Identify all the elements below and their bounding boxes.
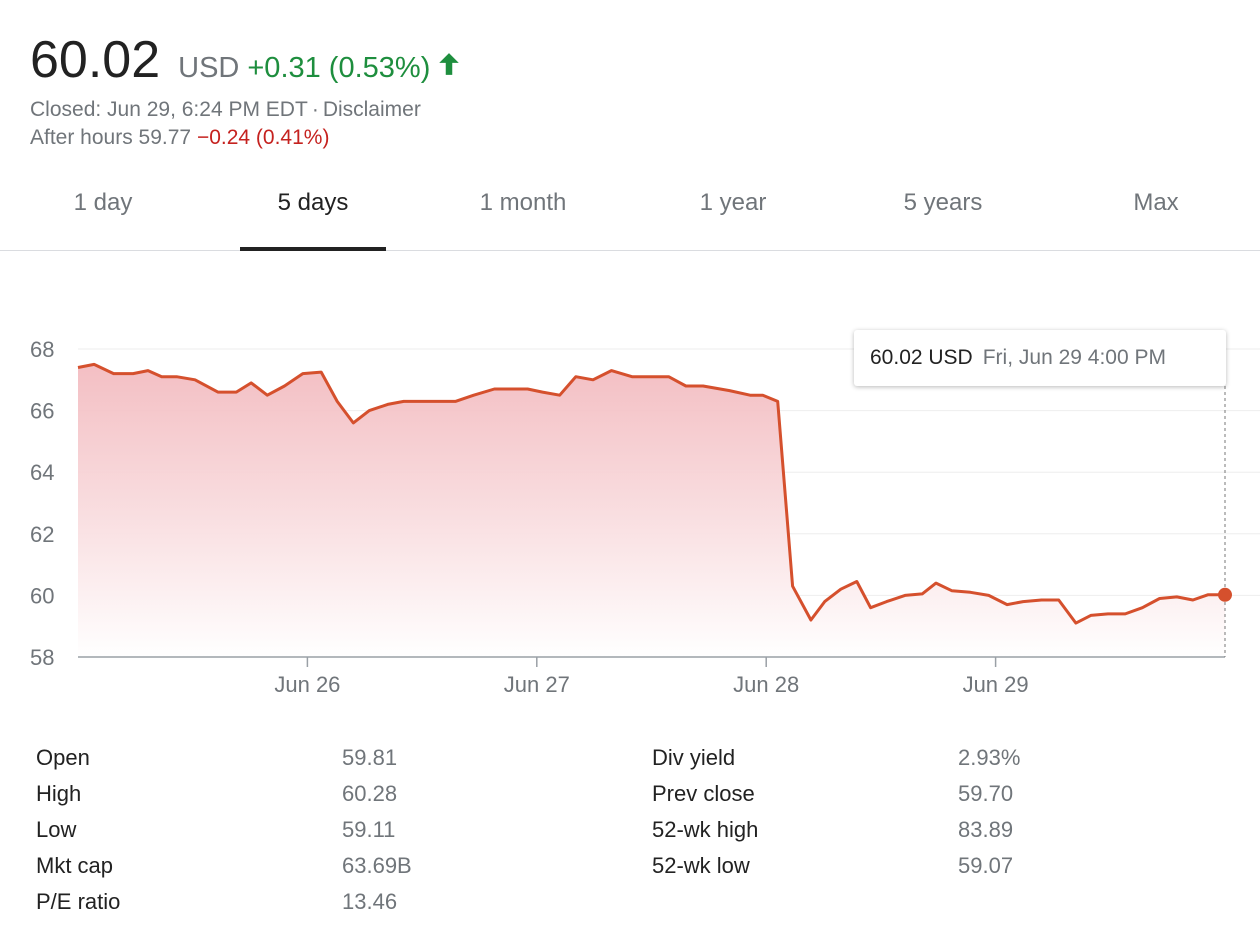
meta-separator: · bbox=[311, 98, 319, 121]
stat-prev-close: Prev close 59.70 bbox=[652, 776, 1072, 812]
stat-high: High 60.28 bbox=[36, 776, 397, 812]
x-tick-label: Jun 27 bbox=[504, 672, 570, 697]
after-hours-info: After hours 59.77 −0.24 (0.41%) bbox=[30, 124, 462, 152]
y-tick-label: 64 bbox=[30, 460, 54, 485]
price-area-fill bbox=[78, 364, 1225, 657]
closed-time: Closed: Jun 29, 6:24 PM EDT bbox=[30, 98, 308, 121]
price-tooltip: 60.02 USD Fri, Jun 29 4:00 PM bbox=[854, 330, 1226, 386]
stat-label: Mkt cap bbox=[36, 853, 114, 878]
tab-max[interactable]: Max bbox=[1133, 189, 1179, 216]
stat-label: Div yield bbox=[652, 745, 736, 770]
stat-value: 2.93% bbox=[958, 745, 1021, 770]
y-tick-label: 58 bbox=[30, 645, 54, 670]
stat-mkt-cap: Mkt cap 63.69B bbox=[36, 848, 412, 884]
x-tick-label: Jun 28 bbox=[733, 672, 799, 697]
price-row: 60.02 USD +0.31 (0.53%) bbox=[30, 30, 462, 90]
price-line bbox=[77, 362, 1225, 625]
stat-label: Prev close bbox=[652, 781, 755, 806]
stat-label: Open bbox=[36, 745, 90, 770]
stat-label: 52-wk high bbox=[652, 817, 759, 842]
tooltip-date: Fri, Jun 29 4:00 PM bbox=[982, 346, 1166, 369]
stat-52wk-high: 52-wk high 83.89 bbox=[652, 812, 1072, 848]
current-price: 60.02 bbox=[30, 31, 161, 89]
y-tick-label: 60 bbox=[30, 583, 54, 608]
tab-5-years[interactable]: 5 years bbox=[903, 189, 983, 216]
stat-value: 63.69B bbox=[342, 853, 412, 878]
stat-low: Low 59.11 bbox=[36, 812, 395, 848]
tab-1-day[interactable]: 1 day bbox=[73, 189, 133, 216]
stat-value: 59.81 bbox=[342, 745, 398, 770]
disclaimer-link[interactable]: Disclaimer bbox=[322, 98, 421, 121]
tab-1-year[interactable]: 1 year bbox=[699, 189, 767, 216]
stat-value: 60.28 bbox=[342, 781, 398, 806]
stat-label: Low bbox=[36, 817, 77, 842]
price-change: +0.31 (0.53%) bbox=[247, 52, 431, 84]
price-chart[interactable]: 58 60 62 64 66 68 Jun 26 Jun 27 Jun 28 Jun 29 bbox=[0, 300, 1260, 720]
after-hours-price: After hours 59.77 bbox=[30, 126, 192, 149]
stat-value: 13.46 bbox=[342, 889, 398, 914]
stat-label: P/E ratio bbox=[36, 889, 121, 914]
stat-open: Open 59.81 bbox=[36, 740, 397, 776]
x-tick-label: Jun 26 bbox=[274, 672, 340, 697]
stat-div-yield: Div yield 2.93% bbox=[652, 740, 1072, 776]
stat-value: 59.11 bbox=[342, 817, 396, 842]
stat-value: 83.89 bbox=[958, 817, 1014, 842]
tooltip-price: 60.02 USD bbox=[870, 346, 973, 369]
close-info: Closed: Jun 29, 6:24 PM EDT · Disclaimer bbox=[30, 96, 462, 124]
stat-value: 59.07 bbox=[958, 853, 1014, 878]
currency-label: USD bbox=[178, 52, 240, 84]
quote-header: 60.02 USD +0.31 (0.53%) Closed: Jun 29, … bbox=[30, 30, 462, 152]
stat-value: 59.70 bbox=[958, 781, 1014, 806]
range-tabs: 1 day 5 days 1 month 1 year 5 years Max bbox=[0, 170, 1260, 251]
tab-5-days[interactable]: 5 days bbox=[240, 170, 386, 251]
stat-label: High bbox=[36, 781, 82, 806]
stats-right-column: Div yield 2.93% Prev close 59.70 52-wk hig… bbox=[652, 740, 1072, 884]
stat-52wk-low: 52-wk low 59.07 bbox=[652, 848, 1072, 884]
hover-point bbox=[1218, 587, 1232, 602]
stat-pe-ratio: P/E ratio 13.46 bbox=[36, 884, 397, 920]
y-tick-label: 66 bbox=[30, 399, 54, 424]
y-tick-label: 62 bbox=[30, 522, 54, 547]
after-hours-change: −0.24 (0.41%) bbox=[196, 126, 330, 149]
tab-1-month[interactable]: 1 month bbox=[479, 189, 567, 216]
y-tick-label: 68 bbox=[30, 337, 54, 362]
stat-label: 52-wk low bbox=[652, 853, 750, 878]
arrow-up-icon bbox=[439, 53, 460, 75]
stats-left-column: Open 59.81 High 60.28 Low 59.11 Mkt cap 63.6… bbox=[36, 740, 412, 920]
x-tick-label: Jun 29 bbox=[963, 672, 1029, 697]
